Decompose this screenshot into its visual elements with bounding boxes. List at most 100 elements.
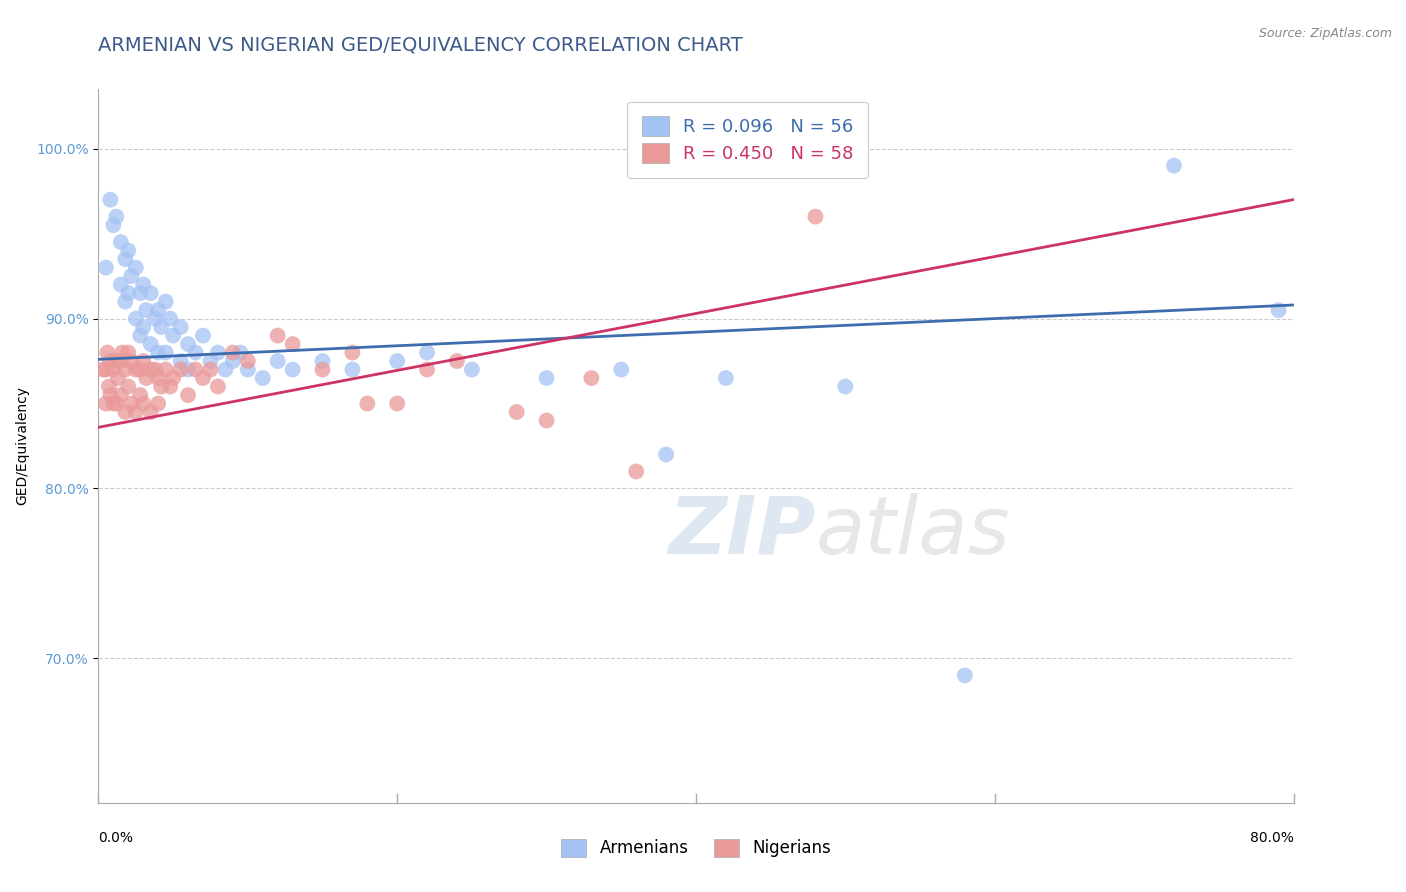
Text: atlas: atlas bbox=[815, 492, 1011, 571]
Point bbox=[446, 354, 468, 368]
Point bbox=[953, 668, 976, 682]
Point bbox=[148, 371, 170, 385]
Point bbox=[94, 362, 117, 376]
Point bbox=[155, 294, 177, 309]
Point bbox=[610, 362, 633, 376]
Point bbox=[107, 371, 129, 385]
Point bbox=[342, 362, 364, 376]
Point bbox=[120, 354, 142, 368]
Point bbox=[148, 396, 170, 410]
Point bbox=[281, 362, 304, 376]
Point bbox=[581, 371, 603, 385]
Point bbox=[222, 345, 245, 359]
Point bbox=[129, 328, 152, 343]
Point bbox=[110, 235, 132, 249]
Point bbox=[120, 269, 142, 284]
Point bbox=[98, 354, 122, 368]
Point bbox=[114, 294, 136, 309]
Point bbox=[125, 260, 148, 275]
Point bbox=[94, 260, 117, 275]
Point bbox=[311, 362, 333, 376]
Point bbox=[200, 362, 222, 376]
Point bbox=[162, 328, 184, 343]
Point bbox=[536, 413, 558, 427]
Point bbox=[139, 286, 162, 301]
Point bbox=[148, 345, 170, 359]
Point bbox=[159, 311, 181, 326]
Point bbox=[97, 379, 120, 393]
Point bbox=[139, 362, 162, 376]
Point bbox=[143, 311, 166, 326]
Point bbox=[125, 362, 148, 376]
Text: Source: ZipAtlas.com: Source: ZipAtlas.com bbox=[1258, 27, 1392, 40]
Point bbox=[117, 244, 139, 258]
Point bbox=[342, 345, 364, 359]
Point bbox=[461, 362, 484, 376]
Y-axis label: GED/Equivalency: GED/Equivalency bbox=[15, 386, 30, 506]
Point bbox=[135, 371, 157, 385]
Point bbox=[103, 396, 125, 410]
Point bbox=[148, 303, 170, 318]
Text: 0.0%: 0.0% bbox=[98, 831, 134, 846]
Point bbox=[200, 354, 222, 368]
Point bbox=[103, 362, 125, 376]
Point bbox=[177, 362, 200, 376]
Point bbox=[110, 277, 132, 292]
Point bbox=[229, 345, 252, 359]
Point bbox=[117, 286, 139, 301]
Point bbox=[117, 379, 139, 393]
Point bbox=[714, 371, 737, 385]
Point bbox=[129, 388, 152, 402]
Point bbox=[804, 210, 827, 224]
Point bbox=[114, 252, 136, 266]
Point bbox=[191, 328, 214, 343]
Point bbox=[139, 337, 162, 351]
Point bbox=[98, 193, 122, 207]
Point bbox=[132, 277, 155, 292]
Point bbox=[132, 354, 155, 368]
Point bbox=[236, 354, 259, 368]
Point bbox=[214, 362, 236, 376]
Point bbox=[1267, 303, 1289, 318]
Point bbox=[111, 345, 134, 359]
Point bbox=[385, 396, 409, 410]
Point bbox=[177, 388, 200, 402]
Point bbox=[103, 218, 125, 232]
Point bbox=[385, 354, 409, 368]
Point bbox=[169, 362, 191, 376]
Point bbox=[114, 362, 136, 376]
Point bbox=[120, 396, 142, 410]
Point bbox=[129, 362, 152, 376]
Point bbox=[252, 371, 274, 385]
Point bbox=[626, 465, 648, 479]
Point bbox=[105, 354, 128, 368]
Point bbox=[114, 405, 136, 419]
Point bbox=[1163, 159, 1185, 173]
Point bbox=[91, 362, 114, 376]
Point bbox=[207, 379, 229, 393]
Text: ZIP: ZIP bbox=[668, 492, 815, 571]
Point bbox=[506, 405, 529, 419]
Point bbox=[416, 362, 439, 376]
Point bbox=[155, 362, 177, 376]
Point bbox=[94, 396, 117, 410]
Text: ARMENIAN VS NIGERIAN GED/EQUIVALENCY CORRELATION CHART: ARMENIAN VS NIGERIAN GED/EQUIVALENCY COR… bbox=[98, 36, 744, 54]
Point bbox=[184, 362, 207, 376]
Point bbox=[267, 328, 290, 343]
Text: 80.0%: 80.0% bbox=[1250, 831, 1294, 846]
Point bbox=[416, 345, 439, 359]
Point bbox=[655, 448, 678, 462]
Point bbox=[184, 345, 207, 359]
Point bbox=[222, 354, 245, 368]
Point bbox=[356, 396, 378, 410]
Point bbox=[98, 388, 122, 402]
Point bbox=[834, 379, 856, 393]
Point bbox=[311, 354, 333, 368]
Point bbox=[129, 286, 152, 301]
Point bbox=[281, 337, 304, 351]
Point bbox=[110, 354, 132, 368]
Point bbox=[162, 371, 184, 385]
Legend: Armenians, Nigerians: Armenians, Nigerians bbox=[553, 830, 839, 866]
Point bbox=[132, 396, 155, 410]
Point bbox=[125, 311, 148, 326]
